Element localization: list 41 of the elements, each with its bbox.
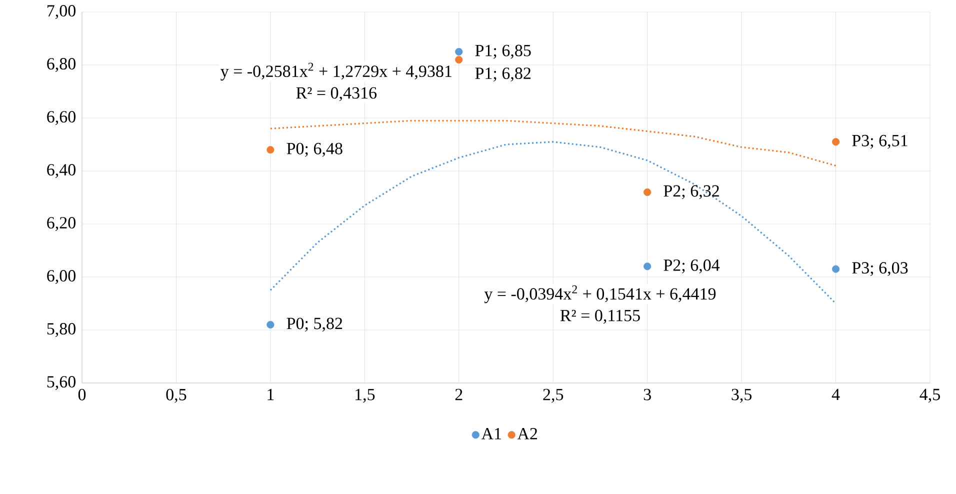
legend-label: A1 bbox=[481, 428, 501, 440]
x-tick-label: 1 bbox=[268, 388, 274, 400]
y-tick-label: 6,80 bbox=[47, 58, 76, 72]
annotation: y = -0,2581x$^{2}$ + 1,2729x + 4,9381 bbox=[220, 62, 452, 81]
x-tick-label: 0 bbox=[78, 388, 86, 400]
x-tick-label: 4,5 bbox=[920, 388, 940, 403]
x-tick-label: 1,5 bbox=[356, 388, 375, 403]
point bbox=[455, 56, 463, 64]
y-tick-label: 6,00 bbox=[47, 270, 76, 284]
data-label: P1; 6,82 bbox=[475, 68, 530, 82]
point bbox=[266, 320, 274, 328]
data-label: P0; 5,82 bbox=[286, 318, 342, 332]
data-label: P3; 6,51 bbox=[852, 134, 908, 149]
y-tick-label: 6,40 bbox=[47, 164, 76, 178]
y-tick-label: 5,60 bbox=[47, 376, 76, 390]
point bbox=[266, 146, 274, 154]
annotation: R² = 0,4316 bbox=[296, 87, 377, 102]
point bbox=[644, 188, 652, 196]
y-tick-label: 7,00 bbox=[48, 5, 76, 19]
point bbox=[455, 48, 463, 56]
y-tick-label: 5,80 bbox=[47, 323, 76, 337]
y-tick-label: 6,20 bbox=[47, 217, 76, 231]
point bbox=[832, 138, 840, 146]
legend-label: A2 bbox=[517, 428, 538, 440]
data-label: P2; 6,32 bbox=[664, 185, 719, 200]
line-series bbox=[270, 141, 837, 304]
x-tick-label: 3,5 bbox=[732, 388, 752, 403]
x-tick-label: 2,5 bbox=[543, 388, 564, 403]
annotation: R² = 0,1155 bbox=[560, 310, 640, 324]
point bbox=[832, 265, 840, 273]
annotation: y = -0,0394x$^{2}$ + 0,1541x + 6,4419 bbox=[484, 285, 716, 304]
y-tick-label: 6,60 bbox=[47, 111, 76, 125]
data-label: P2; 6,04 bbox=[664, 259, 720, 274]
point bbox=[644, 262, 652, 270]
data-label: P3; 6,03 bbox=[852, 262, 908, 276]
x-tick-label: 4 bbox=[832, 388, 840, 400]
x-tick-label: 2 bbox=[455, 388, 462, 400]
data-label: P0; 6,48 bbox=[286, 142, 342, 157]
x-tick-label: 0,5 bbox=[166, 388, 186, 403]
x-tick-label: 3 bbox=[644, 388, 651, 400]
data-label: P1; 6,85 bbox=[475, 44, 531, 59]
